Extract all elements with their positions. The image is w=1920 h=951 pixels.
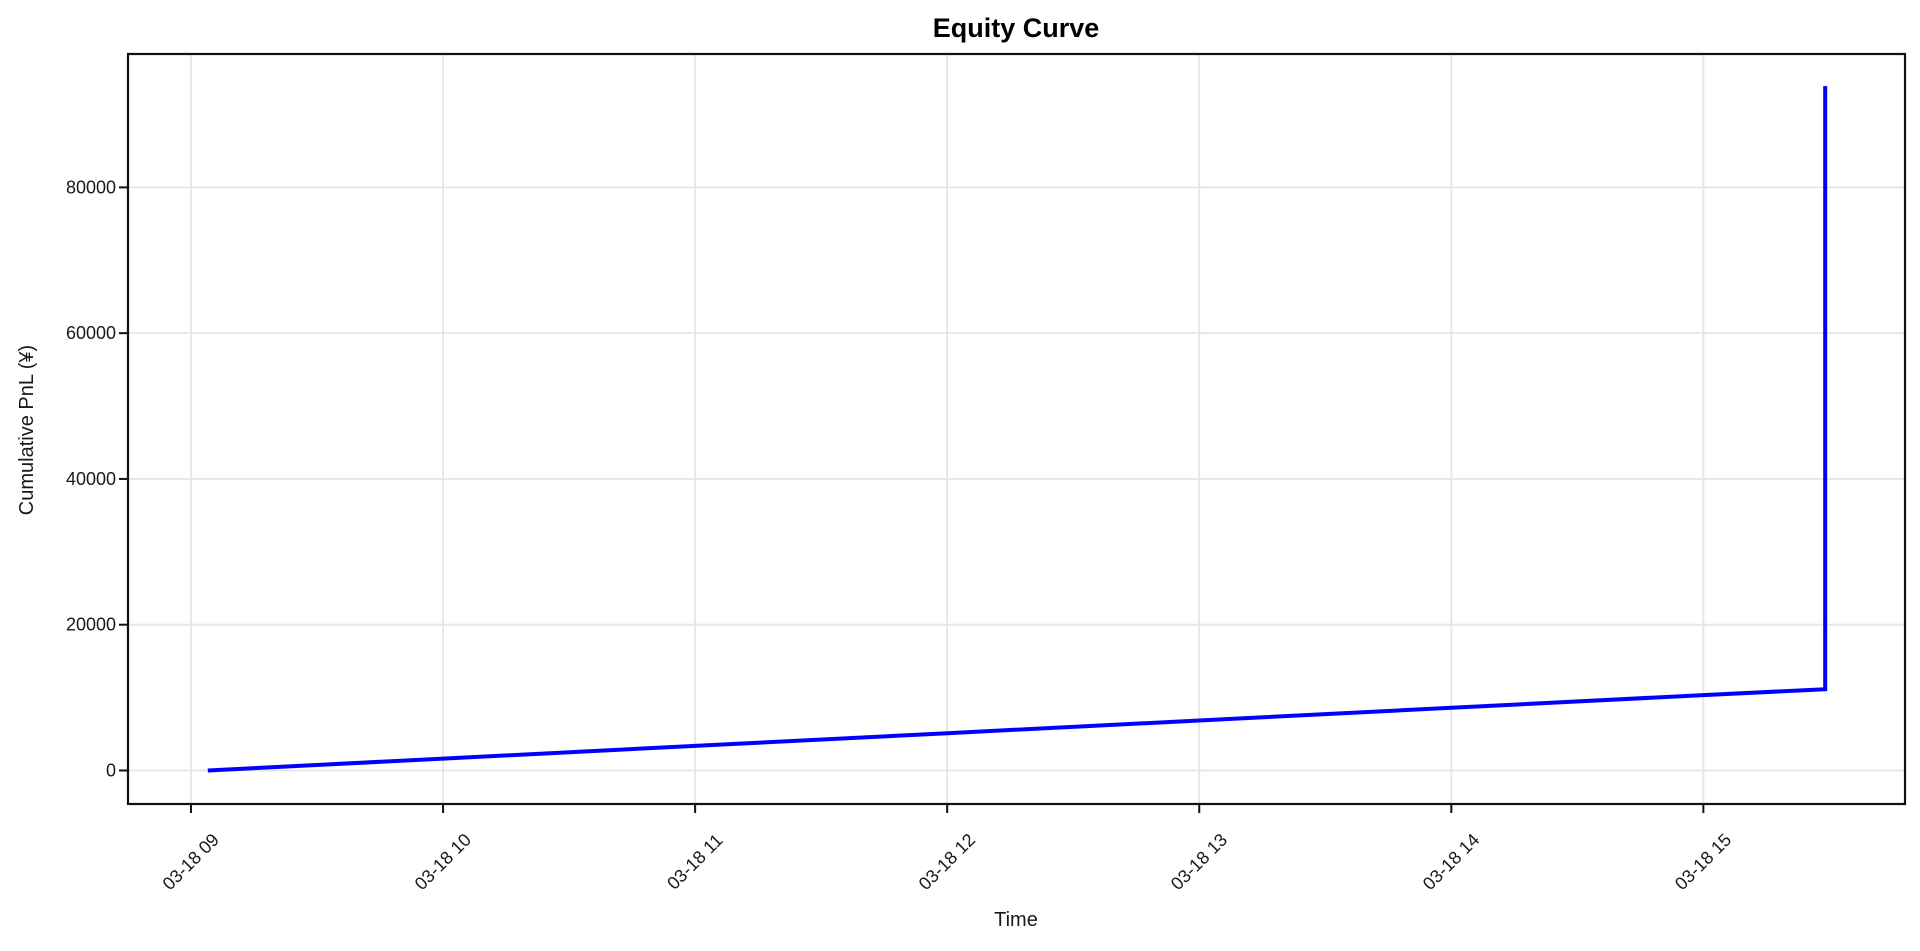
y-tick-label: 0	[106, 760, 116, 780]
x-tick-label: 03-18 10	[411, 830, 475, 894]
axes-frame	[126, 52, 1907, 806]
plot-border	[126, 52, 1907, 806]
equity-line	[207, 86, 1828, 773]
y-tick-label: 60000	[66, 323, 116, 343]
y-tick-label: 20000	[66, 615, 116, 635]
x-tick-label: 03-18 11	[663, 830, 726, 893]
gridlines	[128, 54, 1905, 804]
x-tick-labels: 03-18 09 03-18 10 03-18 11 03-18 12 03-18 13…	[159, 830, 1736, 894]
x-tick-label: 03-18 12	[915, 830, 979, 894]
tick-marks	[119, 186, 1705, 813]
y-axis-title: Cumulative PnL (¥)	[16, 345, 38, 515]
y-tick-label: 80000	[66, 177, 116, 197]
y-tick-labels: 0 20000 40000 60000 80000	[66, 177, 116, 780]
x-tick-label: 03-18 14	[1419, 830, 1483, 894]
data-series	[207, 86, 1828, 773]
x-axis-title: Time	[994, 909, 1038, 931]
y-tick-label: 40000	[66, 469, 116, 489]
x-tick-label: 03-18 15	[1671, 830, 1735, 894]
x-tick-label: 03-18 09	[159, 830, 223, 894]
chart-title: Equity Curve	[933, 13, 1100, 43]
x-tick-label: 03-18 13	[1167, 830, 1231, 894]
